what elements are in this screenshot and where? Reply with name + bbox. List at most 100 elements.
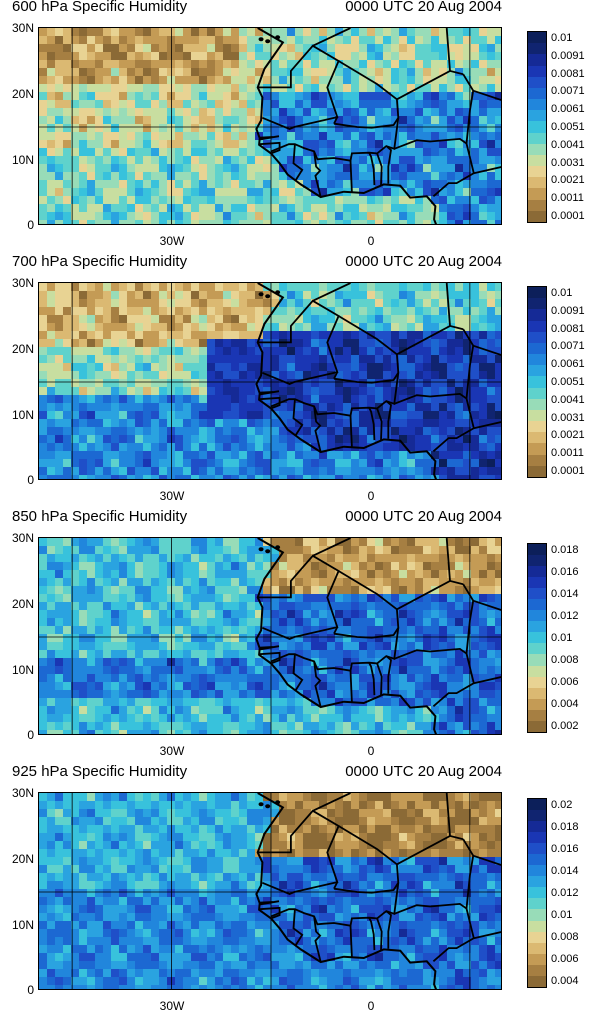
colorbar-label: 0.0021: [551, 174, 585, 187]
country-border: [376, 918, 383, 951]
colorbar-swatch: [528, 975, 546, 987]
lon-tick-label: 0: [367, 744, 375, 758]
colorbar-swatch: [528, 909, 546, 921]
colorbar-label: 0.016: [551, 566, 579, 578]
colorbar-label: 0.006: [551, 676, 579, 688]
colorbar-swatch: [528, 698, 546, 710]
colorbar-label: 0.0061: [551, 103, 585, 116]
country-border: [368, 152, 376, 186]
colorbar-swatch: [528, 876, 546, 888]
country-border: [385, 400, 392, 439]
colorbar-label: 0.002: [551, 720, 579, 732]
colorbar-swatch: [528, 454, 546, 466]
lat-tick-label: 20N: [11, 852, 34, 866]
colorbar-swatch: [528, 854, 546, 866]
colorbar-label: 0.0041: [551, 393, 585, 406]
humidity-map: [38, 792, 502, 990]
colorbar-label: 0.008: [551, 654, 579, 666]
coastline: [255, 793, 437, 989]
colorbar: [527, 543, 547, 733]
country-border: [376, 408, 383, 441]
colorbar-swatch: [528, 287, 546, 299]
country-border: [259, 141, 281, 155]
country-border: [259, 900, 280, 906]
colorbar-swatch: [528, 865, 546, 877]
colorbar-swatch: [528, 942, 546, 954]
colorbar-label: 0.0021: [551, 429, 585, 442]
country-border: [313, 151, 322, 198]
colorbar-swatch: [528, 931, 546, 943]
country-border: [349, 415, 353, 448]
island: [275, 35, 281, 40]
country-border: [445, 793, 451, 836]
island: [275, 290, 281, 295]
country-border: [462, 73, 475, 144]
colorbar-swatch: [528, 387, 546, 399]
country-border: [368, 407, 376, 441]
country-border: [385, 910, 392, 949]
colorbar-label: 0.012: [551, 887, 579, 899]
country-border: [385, 145, 392, 184]
colorbar-label: 0.014: [551, 865, 579, 877]
coastline: [255, 283, 437, 479]
country-border: [376, 663, 383, 696]
colorbar-swatch: [528, 143, 546, 155]
country-border: [385, 655, 392, 694]
country-border: [259, 906, 281, 920]
lat-tick-label: 30N: [11, 21, 34, 35]
country-border: [313, 661, 322, 708]
country-border: [333, 371, 339, 380]
colorbar-swatch: [528, 654, 546, 666]
colorbar-swatch: [528, 843, 546, 855]
country-border: [333, 825, 400, 894]
country-border: [368, 662, 376, 696]
colorbar-label: 0.0041: [551, 138, 585, 151]
country-border: [333, 116, 339, 125]
colorbar-swatch: [528, 154, 546, 167]
lat-tick-label: 0: [27, 218, 34, 232]
country-border: [473, 421, 501, 430]
colorbar-swatch: [528, 331, 546, 343]
island: [265, 39, 271, 44]
lon-tick-label: 30W: [159, 234, 185, 248]
map-panel: 850 hPa Specific Humidity 0000 UTC 20 Aug…: [0, 508, 600, 765]
colorbar-swatch: [528, 398, 546, 410]
colorbar-swatch: [528, 621, 546, 633]
colorbar-label: 0.0011: [551, 447, 584, 460]
colorbar-swatch: [528, 298, 546, 310]
contour-fill: [39, 283, 501, 479]
panel-time: 0000 UTC 20 Aug 2004: [345, 253, 502, 270]
island: [265, 549, 271, 554]
island: [258, 802, 264, 807]
country-border: [259, 135, 280, 141]
island: [258, 547, 264, 552]
country-border: [257, 554, 340, 640]
map-panel: 700 hPa Specific Humidity 0000 UTC 20 Aug…: [0, 253, 600, 510]
colorbar-swatch: [528, 166, 546, 178]
colorbar-label: 0.004: [551, 698, 579, 710]
lat-tick-label: 10N: [11, 663, 34, 677]
humidity-field: [39, 283, 501, 479]
colorbar-label: 0.0091: [551, 49, 585, 62]
lat-tick-label: 10N: [11, 153, 34, 167]
country-border: [333, 315, 400, 384]
colorbar-swatch: [528, 810, 546, 822]
colorbar-label: 0.0071: [551, 85, 585, 98]
colorbar-swatch: [528, 887, 546, 899]
colorbar-swatch: [528, 676, 546, 688]
colorbar-swatch: [528, 342, 546, 355]
colorbar-swatch: [528, 964, 546, 976]
island: [275, 545, 281, 550]
colorbar-swatch: [528, 177, 546, 189]
country-border: [445, 28, 451, 71]
colorbar-swatch: [528, 443, 546, 455]
colorbar-label: 0.01: [551, 287, 573, 299]
colorbar-swatch: [528, 544, 546, 556]
coastline: [255, 28, 437, 224]
country-border: [462, 328, 475, 399]
country-border: [473, 166, 501, 175]
coastline: [255, 538, 437, 734]
colorbar-swatch: [528, 643, 546, 655]
lat-tick-label: 10N: [11, 408, 34, 422]
colorbar-swatch: [528, 76, 546, 88]
